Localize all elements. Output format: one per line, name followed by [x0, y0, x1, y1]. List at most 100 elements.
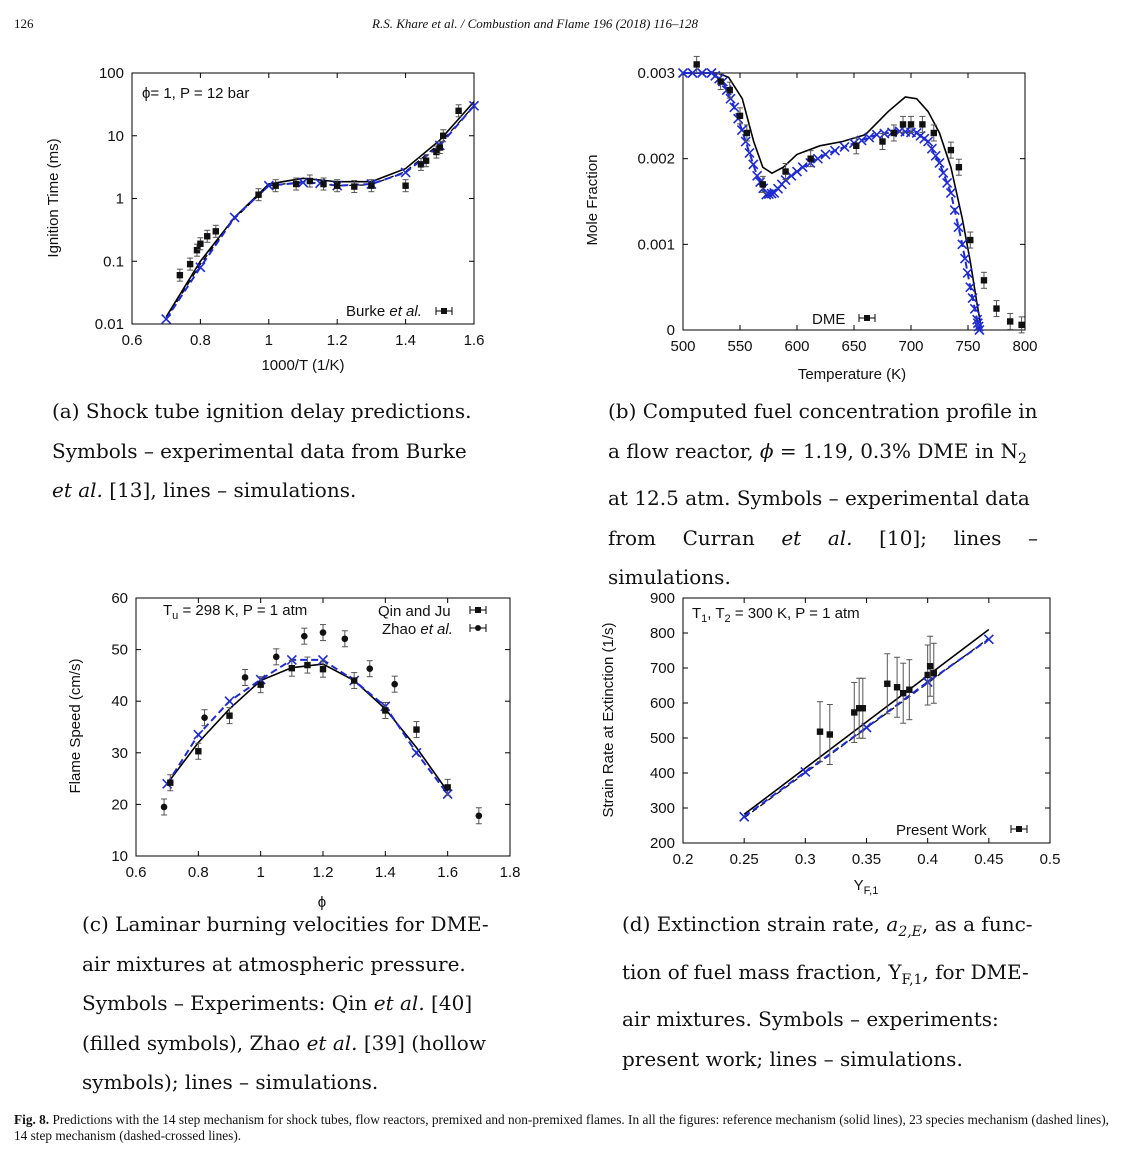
xlabel-c: ϕ: [318, 894, 326, 911]
cross-marker: [973, 321, 984, 332]
y-tick-label: 0: [667, 322, 675, 339]
cross-marker: [934, 157, 945, 169]
legend-label-d: Present Work: [896, 822, 987, 839]
cross-marker: [766, 188, 777, 199]
square-marker: [351, 183, 358, 190]
y-tick-label: 0.1: [103, 253, 124, 270]
ylabel-a: Ignition Time (ms): [45, 138, 62, 257]
chart-d: 0.2 0.25 0.3 0.35 0.4 0.45 0.5 200 300 400 500 600 7…: [650, 590, 1060, 868]
x-tick-label: 0.3: [795, 851, 816, 868]
cross-marker: [229, 212, 240, 223]
cross-marker: [748, 159, 759, 170]
cross-marker: [967, 292, 978, 304]
cross-marker: [752, 170, 763, 181]
x-tick-label: 0.2: [673, 851, 694, 868]
square-marker: [319, 666, 327, 673]
dashed-line: [165, 105, 475, 320]
square-marker: [890, 129, 898, 137]
square-marker: [257, 681, 264, 688]
square-marker: [204, 233, 211, 240]
x-tick-label: 0.8: [190, 332, 211, 349]
x-tick-label: 1.2: [327, 332, 348, 349]
chart-b: 500 550 600 650 700 750 800 0 0.001 0.002 0.003: [637, 55, 1038, 355]
cross-marker: [962, 267, 973, 278]
square-marker: [440, 132, 447, 139]
square-marker: [826, 731, 833, 738]
cross-marker: [677, 67, 689, 79]
y-tick-label: 20: [111, 796, 128, 813]
cross-marker: [729, 102, 740, 113]
cross-marker: [263, 180, 274, 191]
cross-marker: [930, 150, 941, 161]
cross-marker: [725, 93, 736, 104]
x-tick-label: 0.6: [126, 864, 147, 881]
square-marker: [906, 686, 913, 693]
y-tick-label: 0.001: [637, 236, 675, 253]
x-tick-label: 650: [841, 338, 866, 355]
y-tick-label: 30: [111, 745, 128, 762]
cross-marker: [926, 143, 937, 154]
square-marker: [306, 177, 314, 185]
square-marker: [736, 112, 744, 120]
caption-c: (c) Laminar burning velocities for DME- …: [82, 912, 489, 1094]
square-marker: [334, 182, 341, 189]
y-tick-label: 500: [650, 730, 675, 747]
cross-marker: [411, 747, 422, 758]
square-marker: [197, 240, 204, 247]
x-tick-label: 0.8: [188, 864, 209, 881]
y-tick-label: 10: [107, 128, 124, 145]
x-tick-label: 600: [784, 338, 809, 355]
crossed-line: [166, 658, 449, 795]
cross-marker: [945, 187, 956, 198]
title-a: ϕ= 1, P = 12 bar: [142, 85, 249, 102]
ylabel-c: Flame Speed (cm/s): [67, 658, 84, 793]
x-tick-label: 750: [955, 338, 980, 355]
cross-marker: [739, 811, 750, 822]
square-marker: [320, 180, 327, 188]
legend-c: Qin and Ju Zhao et al.: [378, 603, 487, 638]
figure-label: Fig. 8.: [14, 1112, 50, 1127]
cross-marker: [193, 729, 204, 740]
cross-marker: [864, 132, 875, 143]
circle-marker: [160, 803, 168, 811]
square-marker: [930, 129, 937, 137]
reference-line: [166, 663, 449, 792]
legend-d: Present Work: [896, 822, 1028, 839]
square-marker: [195, 748, 202, 755]
legend-label-c1: Qin and Ju: [378, 603, 451, 620]
x-tick-label: 0.4: [917, 851, 938, 868]
square-marker: [993, 305, 1000, 312]
square-marker: [455, 107, 462, 114]
square-marker: [759, 181, 766, 188]
cross-marker: [400, 167, 411, 178]
cross-marker: [923, 136, 934, 147]
square-marker: [288, 664, 296, 672]
x-tick-label: 1: [256, 864, 264, 881]
cross-marker: [942, 177, 953, 189]
circle-marker: [341, 635, 349, 643]
caption-b: (b) Computed fuel concentration profile …: [608, 399, 1038, 589]
y-tick-label: 400: [650, 765, 675, 782]
y-tick-label: 1: [116, 191, 124, 208]
square-marker: [907, 121, 915, 128]
square-marker: [919, 121, 926, 128]
square-marker: [272, 182, 279, 189]
ylabel-b: Mole Fraction: [584, 155, 601, 246]
plot-frame-a: [131, 72, 475, 325]
cross-marker: [195, 262, 206, 273]
circle-marker: [201, 714, 208, 722]
square-marker: [924, 671, 931, 679]
title-c: Tu = 298 K, P = 1 atm: [163, 602, 307, 622]
crossed-line: [683, 72, 981, 331]
figure-caption-text: Predictions with the 14 step mechanism f…: [14, 1112, 1109, 1143]
cross-marker: [780, 175, 791, 186]
square-marker: [899, 121, 907, 128]
cross-marker: [829, 145, 841, 156]
cross-marker: [969, 303, 980, 314]
y-tick-label: 700: [650, 660, 675, 677]
square-marker: [900, 690, 907, 697]
y-tick-label: 800: [650, 625, 675, 642]
reference-line: [683, 72, 983, 331]
square-marker: [807, 155, 814, 162]
